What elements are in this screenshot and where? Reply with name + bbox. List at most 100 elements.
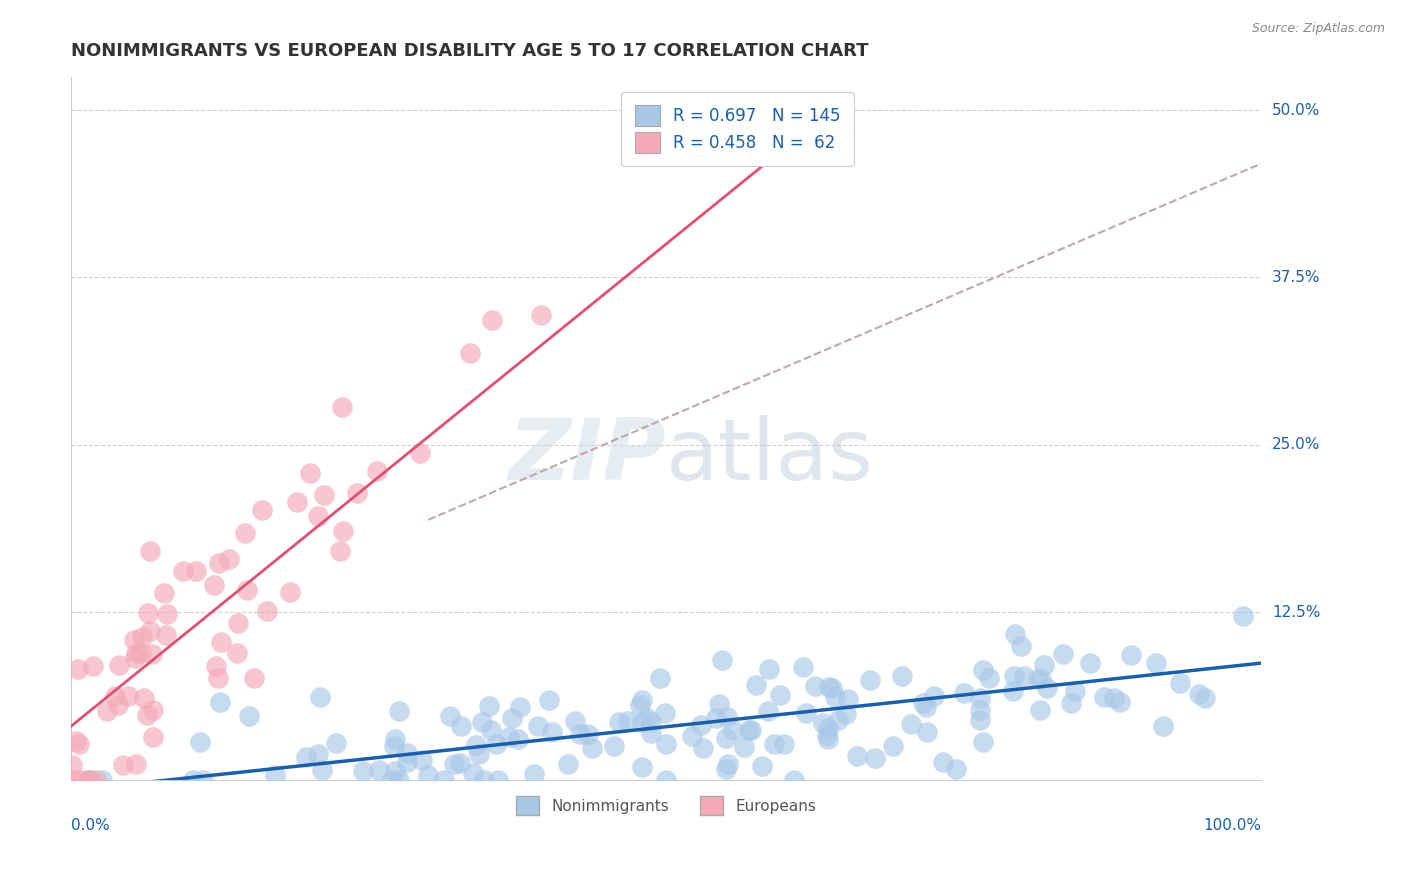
- Point: [714, 731, 737, 746]
- Point: [79, 772, 101, 787]
- Point: [738, 723, 761, 738]
- Point: [107, 698, 129, 713]
- Point: [501, 710, 523, 724]
- Point: [827, 714, 849, 728]
- Point: [204, 659, 226, 673]
- Point: [977, 671, 1000, 685]
- Point: [325, 736, 347, 750]
- Point: [972, 663, 994, 677]
- Point: [207, 672, 229, 686]
- Point: [756, 704, 779, 718]
- Point: [709, 698, 731, 712]
- Point: [690, 717, 713, 731]
- Point: [329, 544, 352, 558]
- Point: [704, 711, 727, 725]
- Point: [332, 524, 354, 538]
- Point: [382, 739, 405, 753]
- Point: [1036, 681, 1059, 695]
- Point: [763, 737, 786, 751]
- Point: [76, 772, 98, 787]
- Point: [557, 756, 579, 771]
- Point: [617, 714, 640, 728]
- Point: [138, 624, 160, 639]
- Point: [530, 308, 553, 322]
- Point: [485, 738, 508, 752]
- Point: [900, 716, 922, 731]
- Point: [207, 556, 229, 570]
- Point: [191, 772, 214, 787]
- Text: 0.0%: 0.0%: [72, 818, 110, 833]
- Point: [155, 627, 177, 641]
- Point: [409, 446, 432, 460]
- Point: [80, 772, 103, 787]
- Point: [387, 704, 409, 718]
- Point: [84, 772, 107, 787]
- Point: [969, 690, 991, 705]
- Point: [236, 583, 259, 598]
- Point: [717, 757, 740, 772]
- Point: [287, 495, 309, 509]
- Point: [969, 713, 991, 727]
- Point: [1012, 669, 1035, 683]
- Point: [817, 680, 839, 694]
- Point: [1064, 684, 1087, 698]
- Point: [1188, 687, 1211, 701]
- Point: [655, 737, 678, 751]
- Text: 25.0%: 25.0%: [1272, 437, 1320, 452]
- Point: [1033, 657, 1056, 672]
- Point: [314, 488, 336, 502]
- Point: [139, 544, 162, 558]
- Point: [509, 700, 531, 714]
- Point: [238, 709, 260, 723]
- Point: [346, 485, 368, 500]
- Point: [640, 726, 662, 740]
- Point: [141, 648, 163, 662]
- Point: [1004, 627, 1026, 641]
- Point: [96, 704, 118, 718]
- Point: [1029, 672, 1052, 686]
- Point: [745, 678, 768, 692]
- Point: [523, 767, 546, 781]
- Point: [209, 695, 232, 709]
- Point: [209, 635, 232, 649]
- Point: [465, 738, 488, 752]
- Point: [804, 679, 827, 693]
- Point: [648, 671, 671, 685]
- Point: [132, 690, 155, 705]
- Point: [792, 660, 814, 674]
- Point: [711, 652, 734, 666]
- Point: [498, 730, 520, 744]
- Point: [449, 756, 471, 771]
- Point: [307, 747, 329, 762]
- Text: 12.5%: 12.5%: [1272, 605, 1320, 620]
- Point: [250, 503, 273, 517]
- Point: [226, 615, 249, 630]
- Point: [1029, 702, 1052, 716]
- Point: [794, 706, 817, 721]
- Point: [811, 716, 834, 731]
- Point: [330, 401, 353, 415]
- Point: [125, 646, 148, 660]
- Point: [817, 732, 839, 747]
- Point: [218, 552, 240, 566]
- Text: 37.5%: 37.5%: [1272, 270, 1320, 285]
- Point: [1002, 684, 1025, 698]
- Point: [461, 765, 484, 780]
- Point: [751, 758, 773, 772]
- Point: [882, 739, 904, 753]
- Point: [411, 753, 433, 767]
- Point: [202, 578, 225, 592]
- Point: [395, 746, 418, 760]
- Point: [396, 756, 419, 770]
- Point: [1170, 676, 1192, 690]
- Point: [714, 762, 737, 776]
- Point: [111, 757, 134, 772]
- Point: [654, 706, 676, 720]
- Point: [184, 564, 207, 578]
- Point: [60, 758, 83, 772]
- Point: [479, 723, 502, 737]
- Point: [758, 662, 780, 676]
- Point: [815, 728, 838, 742]
- Point: [1078, 656, 1101, 670]
- Text: 50.0%: 50.0%: [1272, 103, 1320, 118]
